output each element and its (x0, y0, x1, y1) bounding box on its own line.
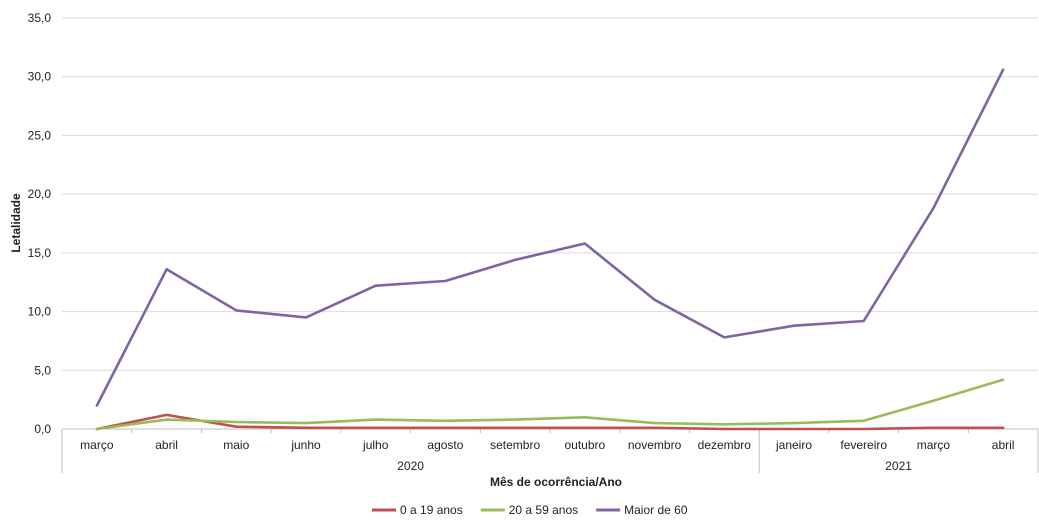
x-tick-label: outubro (565, 438, 606, 452)
y-tick-label: 15,0 (28, 246, 52, 260)
y-tick-label: 0,0 (34, 422, 51, 436)
series-line (95, 68, 1005, 407)
x-tick-label: setembro (490, 438, 540, 452)
y-tick-label: 30,0 (28, 70, 52, 84)
y-tick-label: 5,0 (34, 363, 51, 377)
x-tick-label: abril (992, 438, 1015, 452)
legend-label: 0 a 19 anos (400, 503, 463, 517)
x-tick-label: dezembro (698, 438, 752, 452)
y-axis-title: Letalidade (9, 193, 23, 253)
legend: 0 a 19 anos 20 a 59 anos Maior de 60 (372, 503, 688, 517)
x-tick-labels: março abril maio junho julho agosto setembro ou… (80, 438, 1014, 452)
y-tick-label: 10,0 (28, 305, 52, 319)
y-tick-label: 35,0 (28, 11, 52, 25)
y-tick-labels: 0,0 5,0 10,0 15,0 20,0 25,0 30,0 35,0 (28, 11, 52, 436)
legend-label: Maior de 60 (624, 503, 688, 517)
x-tick-label: julho (362, 438, 389, 452)
year-group-labels: 2020 2021 (61, 429, 1039, 473)
x-tick-label: agosto (427, 438, 463, 452)
series-lines (95, 68, 1005, 431)
x-tick-label: fevereiro (840, 438, 887, 452)
x-tick-label: janeiro (775, 438, 812, 452)
x-tick-label: abril (155, 438, 178, 452)
legend-label: 20 a 59 anos (509, 503, 578, 517)
x-tick-label: novembro (628, 438, 682, 452)
x-tick-label: maio (223, 438, 249, 452)
gridlines (62, 17, 1038, 371)
x-tick-label: março (80, 438, 114, 452)
year-group-label: 2020 (397, 459, 424, 473)
x-axis-title: Mês de ocorrência/Ano (490, 475, 622, 489)
series-line (95, 413, 1005, 431)
x-tick-label: março (917, 438, 951, 452)
year-group-label: 2021 (885, 459, 912, 473)
y-tick-label: 20,0 (28, 187, 52, 201)
series-line (95, 378, 1005, 431)
y-tick-label: 25,0 (28, 128, 52, 142)
x-tick-label: junho (290, 438, 321, 452)
